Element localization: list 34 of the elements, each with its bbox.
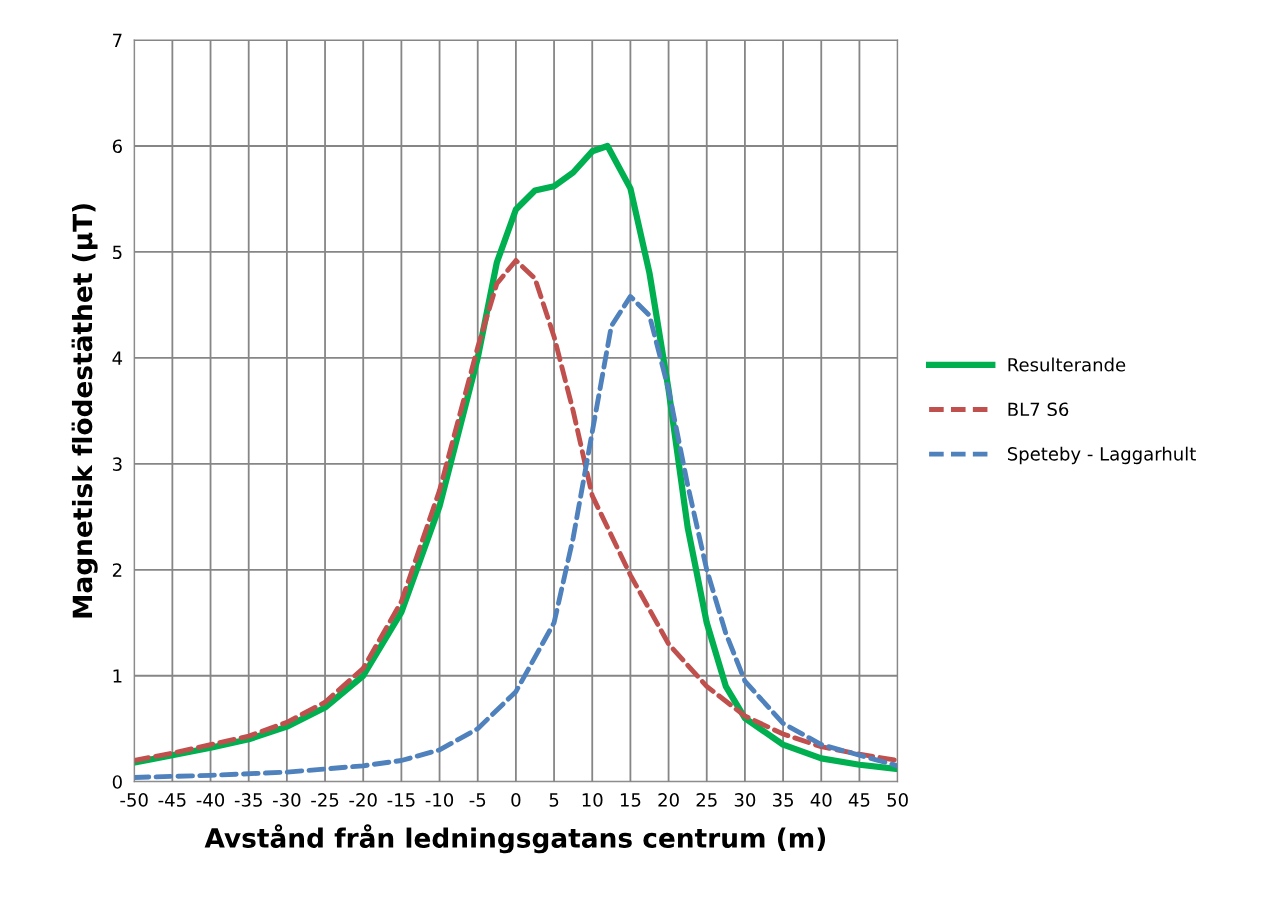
x-tick-label: 10 [582, 793, 603, 807]
legend-label: Speteby - Laggarhult [1007, 446, 1196, 465]
y-tick-label: 0 [112, 775, 122, 789]
x-tick-label: -45 [158, 793, 186, 807]
x-tick-label: 40 [810, 793, 832, 807]
x-axis-title: Avstånd från ledningsgatans centrum (m) [204, 824, 826, 854]
y-tick-label: 4 [112, 351, 123, 365]
x-tick-label: -5 [469, 793, 486, 807]
x-tick-label: 30 [734, 793, 756, 807]
legend-label: Resulterande [1008, 357, 1126, 372]
x-tick-label: 15 [620, 793, 641, 807]
y-tick-label: 2 [112, 563, 122, 577]
x-tick-label: -35 [234, 793, 262, 807]
x-tick-label: -40 [196, 793, 225, 807]
y-tick-label: 3 [112, 457, 122, 471]
x-tick-label: 5 [549, 793, 559, 807]
y-axis-title: Magnetisk flödestäthet (µT) [71, 204, 98, 618]
x-tick-label: 0 [511, 793, 521, 807]
legend-label: BL7 S6 [1008, 402, 1069, 417]
x-tick-label: 25 [696, 793, 717, 807]
x-tick-label: -20 [349, 793, 377, 807]
y-tick-label: 5 [112, 245, 122, 260]
x-tick-label: 35 [772, 793, 793, 807]
x-tick-label: 50 [887, 793, 908, 807]
x-tick-label: -10 [425, 793, 454, 807]
x-tick-label: -15 [387, 793, 415, 807]
y-tick-label: 7 [113, 33, 122, 47]
x-tick-label: -50 [120, 793, 148, 807]
y-tick-label: 1 [113, 669, 122, 683]
x-tick-label: 45 [848, 793, 870, 807]
x-tick-label: -25 [311, 793, 339, 807]
x-tick-label: 20 [658, 793, 679, 807]
y-tick-label: 6 [112, 139, 122, 154]
x-tick-label: -30 [273, 793, 301, 807]
